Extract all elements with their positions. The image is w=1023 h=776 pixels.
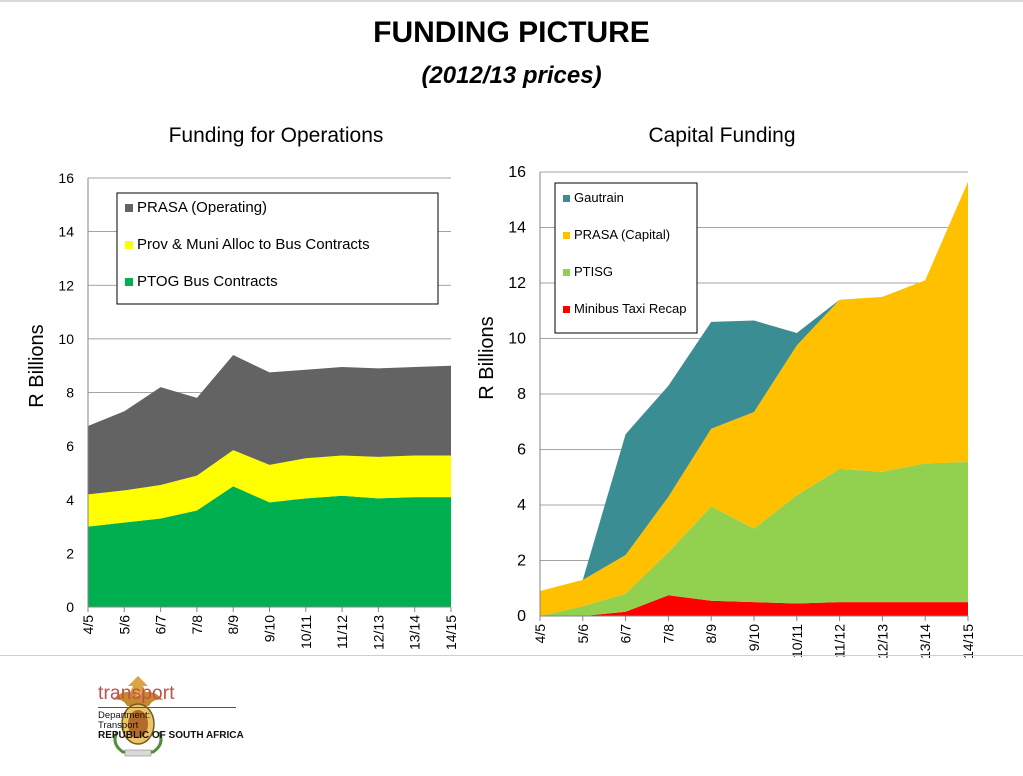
legend-box — [116, 192, 439, 305]
y-tick-label: 12 — [508, 275, 526, 292]
page-title: FUNDING PICTURE — [373, 16, 650, 49]
x-tick-label: 9/10 — [262, 615, 278, 642]
y-tick-label: 0 — [517, 608, 526, 625]
x-tick-label: 7/8 — [189, 615, 205, 635]
chart-title: Capital Funding — [648, 124, 795, 147]
x-tick-label: 8/9 — [703, 624, 719, 644]
charts-canvas: Funding for Operations 0 2 4 6 8 10 12 14 16 4/5 5/… — [26, 124, 976, 659]
legend-swatch — [563, 306, 570, 313]
x-tick-label: 13/14 — [917, 624, 933, 659]
y-tick-label: 2 — [66, 545, 74, 561]
x-tick-label: 12/13 — [874, 624, 890, 659]
y-tick-label: 16 — [508, 164, 526, 181]
x-tick-label: 4/5 — [80, 615, 96, 635]
brand-wordmark: transport — [98, 683, 175, 704]
series-area — [88, 486, 451, 607]
chart-1: Funding for Operations 0 2 4 6 8 10 12 14 16 4/5 5/… — [26, 124, 459, 650]
page-subtitle: (2012/13 prices) — [421, 62, 602, 89]
x-tick-label: 5/6 — [116, 615, 132, 635]
legend-label: PRASA (Capital) — [574, 227, 670, 242]
legend-label: PTISG — [574, 264, 613, 279]
series-area — [88, 450, 451, 527]
x-tick-label: 4/5 — [532, 624, 548, 644]
y-tick-label: 14 — [508, 220, 526, 237]
footer-divider — [0, 655, 1023, 656]
x-tick-label: 14/15 — [960, 624, 976, 659]
y-tick-label: 8 — [66, 385, 74, 401]
series-area — [88, 355, 451, 495]
x-tick-label: 12/13 — [370, 615, 386, 650]
legend-swatch — [563, 232, 570, 239]
legend-swatch — [563, 195, 570, 202]
x-tick-label: 6/7 — [153, 615, 169, 635]
y-tick-label: 4 — [66, 492, 74, 508]
chart-title: Funding for Operations — [169, 124, 384, 147]
x-tick-label: 9/10 — [746, 624, 762, 651]
department-label: Department: Transport REPUBLIC OF SOUTH … — [98, 711, 244, 741]
y-tick-label: 6 — [517, 442, 526, 459]
series-area — [540, 462, 968, 616]
legend: Gautrain PRASA (Capital) PTISG Minibus Taxi… — [554, 182, 698, 334]
dept-line-1: Department: — [98, 710, 151, 721]
y-tick-label: 4 — [517, 497, 526, 514]
x-tick-label: 11/12 — [832, 624, 848, 658]
brand-rule — [98, 707, 236, 708]
series-area — [540, 595, 968, 616]
x-tick-label: 6/7 — [618, 624, 634, 644]
series-area — [540, 181, 968, 616]
x-tick-label: 8/9 — [225, 615, 241, 635]
y-tick-label: 10 — [58, 331, 74, 347]
x-tick-label: 7/8 — [660, 624, 676, 644]
y-tick-label: 16 — [58, 170, 74, 186]
legend-swatch — [125, 204, 133, 212]
chart-2: Capital Funding 0 2 4 6 8 10 12 14 16 4/5 5/6 6/7 7/8… — [476, 124, 976, 659]
y-tick-label: 8 — [517, 386, 526, 403]
legend-label: PTOG Bus Contracts — [137, 273, 278, 290]
y-axis-label: R Billions — [476, 316, 498, 399]
x-tick-label: 14/15 — [443, 615, 459, 650]
top-border — [0, 0, 1023, 2]
y-tick-label: 12 — [58, 277, 74, 293]
legend-swatch — [563, 269, 570, 276]
x-tick-label: 11/12 — [334, 615, 350, 649]
country-label: REPUBLIC OF SOUTH AFRICA — [98, 730, 244, 741]
legend-label: Gautrain — [574, 190, 624, 205]
legend-label: Prov & Muni Alloc to Bus Contracts — [137, 236, 370, 253]
legend-swatch — [125, 278, 133, 286]
y-tick-label: 14 — [58, 224, 74, 240]
x-tick-label: 13/14 — [407, 615, 423, 650]
legend-label: PRASA (Operating) — [137, 199, 267, 216]
coat-of-arms-logo — [113, 676, 163, 757]
dept-line-2: Transport — [98, 720, 139, 731]
y-tick-label: 0 — [66, 599, 74, 615]
x-tick-label: 5/6 — [575, 624, 591, 644]
series-area — [540, 181, 968, 591]
y-tick-label: 10 — [508, 331, 526, 348]
legend-swatch — [125, 241, 133, 249]
x-tick-label: 10/11 — [298, 615, 314, 649]
legend-box — [554, 182, 698, 334]
y-tick-label: 6 — [66, 438, 74, 454]
y-axis-label: R Billions — [26, 324, 48, 407]
x-tick-label: 10/11 — [789, 624, 805, 658]
legend-label: Minibus Taxi Recap — [574, 301, 686, 316]
y-tick-label: 2 — [517, 553, 526, 570]
legend: PRASA (Operating) Prov & Muni Alloc to Bu… — [116, 192, 439, 305]
